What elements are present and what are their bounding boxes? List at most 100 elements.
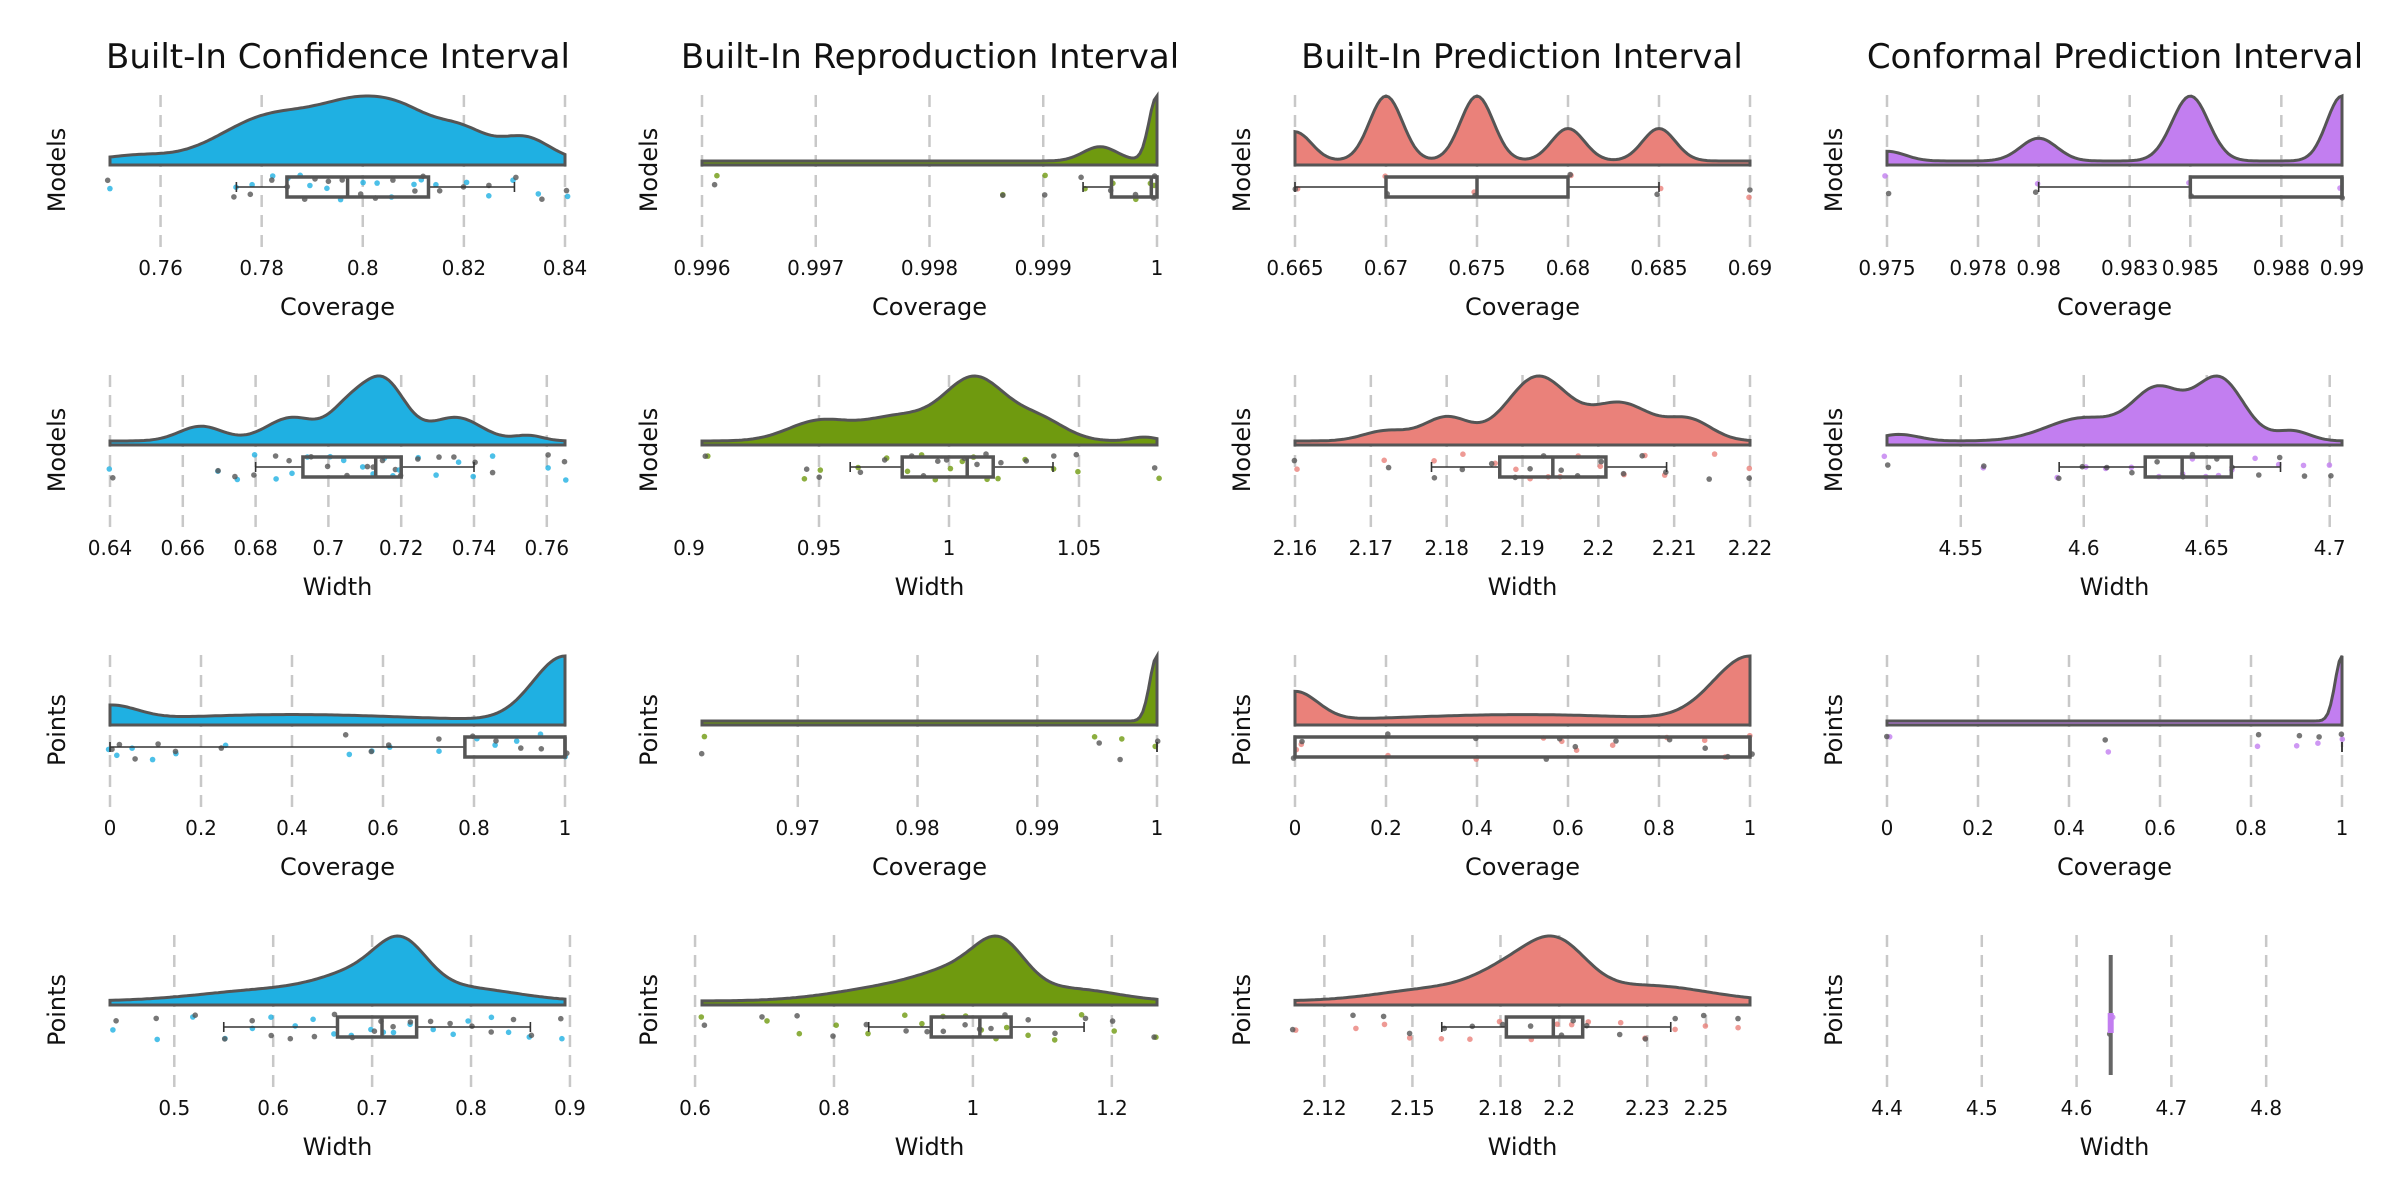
data-point xyxy=(988,1025,994,1032)
tick-label: 4.5 xyxy=(1966,1096,1998,1120)
data-point xyxy=(1459,466,1466,473)
raincloud-panel: 4.4 4.5 4.6 4.7 4.8 Width Points xyxy=(1820,935,2282,1161)
data-point xyxy=(342,732,349,738)
raincloud-panel: 0.76 0.78 0.8 0.82 0.84 Coverage Models xyxy=(43,94,587,321)
data-point xyxy=(450,1031,457,1038)
data-point xyxy=(1672,1015,1678,1022)
data-point xyxy=(1981,463,1987,469)
data-point xyxy=(865,1030,871,1037)
x-axis-label: Width xyxy=(2080,1133,2150,1161)
tick-label: 0.99 xyxy=(2320,256,2365,280)
data-point xyxy=(1003,1024,1010,1031)
data-point xyxy=(1406,1030,1413,1037)
density-cloud xyxy=(700,650,1159,727)
data-point xyxy=(2102,737,2108,743)
tick-label: 0.8 xyxy=(455,1096,487,1120)
x-axis-label: Width xyxy=(2080,573,2150,601)
data-point xyxy=(486,193,492,199)
data-point xyxy=(1291,457,1298,464)
data-point xyxy=(292,1023,299,1029)
data-point xyxy=(149,756,156,763)
data-point xyxy=(816,474,822,481)
data-point xyxy=(2293,743,2300,749)
density-cloud xyxy=(1885,655,2344,727)
raincloud-panel: 0.996 0.997 0.998 0.999 1 Coverage Models xyxy=(635,91,1164,321)
x-axis-label: Coverage xyxy=(280,293,395,321)
tick-label: 2.12 xyxy=(1302,1096,1347,1120)
data-point xyxy=(863,1021,870,1028)
data-point xyxy=(947,465,954,472)
density-cloud xyxy=(700,91,1159,167)
tick-label: 0.6 xyxy=(679,1096,711,1120)
tick-label: 0.98 xyxy=(2016,256,2061,280)
data-point xyxy=(371,1028,378,1034)
data-point xyxy=(465,1018,471,1024)
data-point xyxy=(488,1014,495,1021)
density-cloud xyxy=(108,654,567,727)
data-point xyxy=(698,750,705,757)
x-axis-label: Width xyxy=(895,573,965,601)
raincloud-panel: 2.12 2.15 2.18 2.2 2.23 2.25 Width Points xyxy=(1228,934,1752,1161)
data-point xyxy=(286,457,292,464)
density-cloud xyxy=(108,374,567,447)
tick-label: 0.64 xyxy=(88,536,133,560)
data-point xyxy=(415,456,421,462)
data-point xyxy=(2315,740,2321,746)
tick-label: 2.19 xyxy=(1500,536,1545,560)
tick-label: 2.23 xyxy=(1625,1096,1670,1120)
data-point xyxy=(803,466,810,473)
tick-label: 0.76 xyxy=(525,536,570,560)
tick-label: 0.8 xyxy=(818,1096,850,1120)
data-point xyxy=(535,191,542,197)
column-title: Conformal Prediction Interval xyxy=(1867,37,2363,77)
data-point xyxy=(289,470,295,477)
data-point xyxy=(1884,462,1891,468)
raincloud-panel: 0 0.2 0.4 0.6 0.8 1 Coverage Points xyxy=(43,654,571,881)
x-axis-label: Coverage xyxy=(2057,853,2172,881)
data-point xyxy=(249,1017,255,1024)
data-point xyxy=(463,179,470,186)
data-point xyxy=(1702,745,1708,751)
density-cloud xyxy=(1293,654,1752,727)
tick-label: 0.95 xyxy=(797,536,842,560)
data-point xyxy=(1119,736,1125,742)
tick-label: 0.5 xyxy=(158,1096,190,1120)
data-point xyxy=(518,745,524,751)
density-cloud xyxy=(1885,374,2344,447)
tick-label: 0.685 xyxy=(1630,256,1687,280)
data-point xyxy=(1073,451,1080,458)
tick-label: 0.975 xyxy=(1858,256,1915,280)
data-point xyxy=(492,742,498,748)
x-axis-label: Coverage xyxy=(1465,853,1580,881)
tick-label: 2.17 xyxy=(1349,536,1394,560)
tick-label: 0.998 xyxy=(901,256,958,280)
data-point xyxy=(1702,1023,1709,1029)
data-point xyxy=(324,463,331,470)
tick-label: 0.988 xyxy=(2253,256,2310,280)
data-point xyxy=(1042,172,1048,179)
tick-label: 0.6 xyxy=(1552,816,1584,840)
data-point xyxy=(153,1015,159,1022)
raincloud-panel: 0.97 0.98 0.99 1 Coverage Points xyxy=(635,650,1163,881)
data-point xyxy=(545,465,551,471)
data-point xyxy=(974,461,980,468)
y-axis-label: Points xyxy=(1228,694,1256,766)
data-point xyxy=(1075,468,1081,475)
data-point xyxy=(2056,475,2062,482)
data-point xyxy=(269,177,275,183)
data-point xyxy=(2255,731,2262,738)
data-point xyxy=(488,1029,495,1035)
data-point xyxy=(2316,734,2322,740)
tick-label: 1 xyxy=(967,1096,980,1120)
data-point xyxy=(331,1031,337,1037)
data-point xyxy=(2276,454,2283,461)
tick-label: 1 xyxy=(1151,256,1164,280)
data-point xyxy=(455,459,462,466)
data-point xyxy=(1380,1013,1387,1020)
y-axis-label: Models xyxy=(635,408,663,493)
raincloud-panel: 0.5 0.6 0.7 0.8 0.9 Width Points xyxy=(43,934,586,1161)
data-point xyxy=(364,463,371,470)
tick-label: 0.97 xyxy=(776,816,821,840)
data-point xyxy=(1041,192,1048,198)
data-point xyxy=(1572,743,1579,750)
